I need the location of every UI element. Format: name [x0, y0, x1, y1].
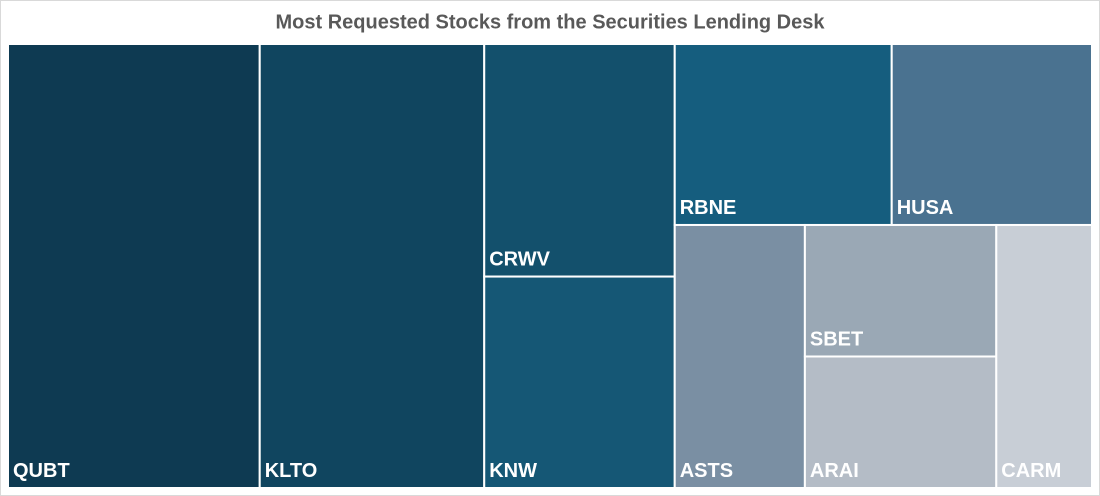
tile-label: ASTS [680, 460, 733, 482]
tile [483, 43, 676, 278]
tile-label: HUSA [897, 197, 954, 219]
plot-area: QUBT KLTO CRWV KNW RBNE HUSA ASTS SBET ARAI CARM [7, 43, 1094, 490]
tile-label: CRWV [489, 249, 550, 271]
tile-label: RBNE [680, 197, 737, 219]
tile-label: KNW [489, 460, 537, 482]
tile-label: CARM [1001, 460, 1061, 482]
tile [803, 355, 998, 489]
tile [483, 275, 676, 490]
tile-label: ARAI [810, 460, 859, 482]
tile-label: KLTO [265, 460, 318, 482]
tile [995, 223, 1093, 489]
chart-title: Most Requested Stocks from the Securitie… [275, 11, 825, 33]
tile-label: QUBT [13, 460, 70, 482]
tile [258, 43, 486, 489]
tile [7, 43, 261, 489]
tile-label: SBET [810, 328, 863, 350]
tile [803, 223, 998, 358]
tile [673, 223, 806, 489]
tile [890, 43, 1094, 226]
tile [673, 43, 893, 226]
